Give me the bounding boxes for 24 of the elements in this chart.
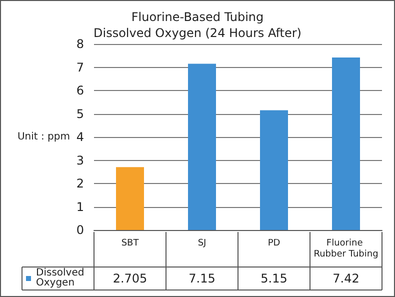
y-tick-label: 5: [76, 106, 84, 121]
data-label: 5.15: [260, 272, 288, 286]
y-tick-label: 4: [76, 130, 84, 144]
x-tick-label: SBT: [121, 238, 140, 248]
x-tick-label: SJ: [198, 238, 206, 248]
bar: [260, 110, 288, 230]
data-label: 7.42: [332, 272, 360, 286]
chart-title: Fluorine-Based Tubing Dissolved Oxygen (24 Hours After): [94, 10, 302, 40]
bar: [188, 64, 216, 230]
x-tick-label: Fluorine Rubber Tubing: [314, 238, 378, 260]
y-tick-label: 6: [76, 84, 84, 98]
data-label: 2.705: [112, 272, 148, 286]
y-tick-label: 0: [76, 223, 84, 237]
y-tick-label: 8: [76, 37, 84, 51]
x-tick-label: PD: [268, 238, 280, 248]
data-label: 7.15: [188, 272, 216, 286]
y-tick-label: 7: [76, 60, 84, 74]
bar: [332, 57, 360, 230]
y-axis-title: Unit : ppm: [17, 132, 70, 142]
y-tick-label: 2: [76, 176, 84, 190]
legend-label: Dissolved Oxygen: [36, 268, 84, 288]
y-tick-label: 1: [76, 200, 84, 214]
y-tick-label: 3: [76, 153, 84, 168]
bar: [116, 167, 144, 230]
